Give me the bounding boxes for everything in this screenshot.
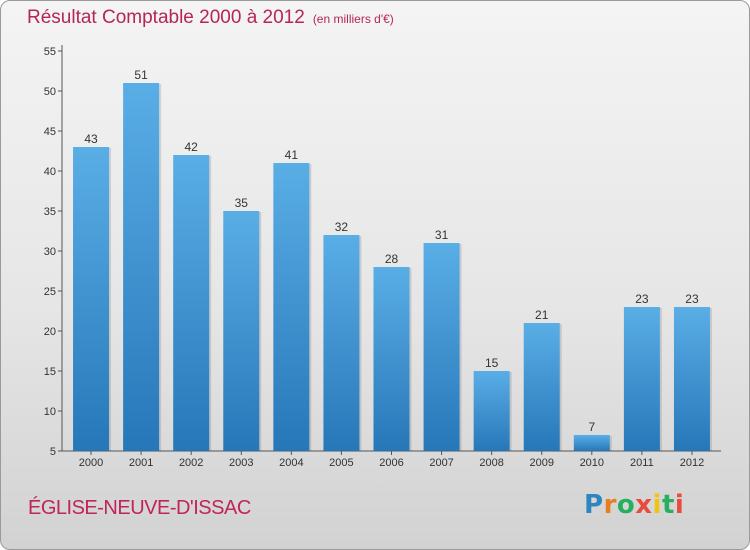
- logo-letter: t: [661, 490, 675, 520]
- bar-value-label: 23: [685, 292, 699, 306]
- x-tick-label: 2002: [179, 457, 203, 469]
- y-tick-label: 40: [44, 166, 56, 178]
- y-tick-label: 45: [44, 126, 56, 138]
- bar: [223, 211, 260, 451]
- chart-title: Résultat Comptable 2000 à 2012 (en millie…: [27, 7, 394, 29]
- bar-value-label: 28: [385, 252, 399, 266]
- y-tick-label: 5: [50, 446, 56, 458]
- logo-letter: x: [635, 490, 653, 520]
- logo-letter: o: [616, 490, 636, 520]
- x-tick-label: 2003: [229, 457, 253, 469]
- x-tick-label: 2009: [529, 457, 553, 469]
- bar: [423, 243, 460, 451]
- bar-value-label: 31: [435, 228, 449, 242]
- bar: [573, 435, 610, 451]
- logo-letter: i: [674, 490, 685, 520]
- bar-value-label: 32: [335, 220, 349, 234]
- y-tick-label: 10: [44, 406, 56, 418]
- bar-value-label: 43: [84, 132, 98, 146]
- y-tick-label: 35: [44, 206, 56, 218]
- bar: [473, 371, 510, 451]
- bar: [623, 307, 660, 451]
- bar-value-label: 41: [285, 148, 299, 162]
- x-tick-label: 2004: [279, 457, 303, 469]
- bar: [373, 267, 410, 451]
- x-tick-label: 2010: [580, 457, 604, 469]
- chart-unit: (en milliers d'€): [312, 12, 394, 26]
- bar-value-label: 51: [134, 68, 148, 82]
- bar-value-label: 7: [588, 420, 595, 434]
- chart-title-text: Résultat Comptable 2000 à 2012: [27, 7, 305, 28]
- logo-letter: r: [603, 490, 617, 520]
- bar: [673, 307, 710, 451]
- bar: [73, 147, 110, 451]
- commune-name: ÉGLISE-NEUVE-D'ISSAC: [28, 497, 251, 519]
- x-tick-label: 2005: [329, 457, 353, 469]
- bar-value-label: 15: [485, 356, 499, 370]
- bar-value-label: 35: [235, 196, 249, 210]
- y-tick-label: 15: [44, 366, 56, 378]
- logo-letter: P: [584, 490, 604, 520]
- bar: [123, 83, 160, 451]
- bar-value-label: 21: [535, 308, 549, 322]
- bar: [273, 163, 310, 451]
- x-tick-label: 2008: [479, 457, 503, 469]
- y-tick-label: 55: [44, 46, 56, 58]
- y-tick-label: 30: [44, 246, 56, 258]
- bar-value-label: 42: [185, 140, 199, 154]
- x-tick-label: 2007: [429, 457, 453, 469]
- y-tick-label: 20: [44, 326, 56, 338]
- y-tick-label: 25: [44, 286, 56, 298]
- y-tick-label: 50: [44, 86, 56, 98]
- x-tick-label: 2012: [680, 457, 704, 469]
- x-tick-label: 2011: [630, 457, 654, 469]
- x-tick-label: 2006: [379, 457, 403, 469]
- bar: [323, 235, 360, 451]
- bar-value-label: 23: [635, 292, 649, 306]
- logo-letter: i: [652, 490, 662, 520]
- bar: [523, 323, 560, 451]
- x-tick-label: 2000: [79, 457, 103, 469]
- proxiti-logo: Proxiti: [584, 490, 684, 520]
- bar: [173, 155, 210, 451]
- x-tick-label: 2001: [129, 457, 153, 469]
